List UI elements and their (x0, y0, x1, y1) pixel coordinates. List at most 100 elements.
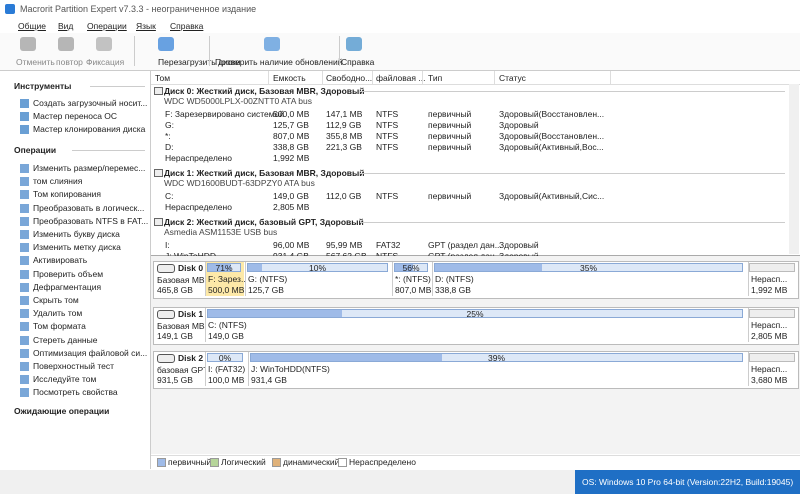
column-divider (610, 71, 611, 84)
usage-label: 0% (218, 353, 232, 363)
table-row[interactable] (151, 152, 788, 163)
sidebar-link[interactable]: Том копирования (33, 189, 101, 200)
sidebar-link[interactable]: Стереть данные (33, 334, 98, 345)
usage-bar (207, 263, 241, 272)
operation-icon (20, 322, 29, 332)
column-header[interactable]: Емкость (273, 73, 306, 83)
usage-bar (207, 353, 243, 362)
partition-label: J: WinToHDD(NTFS) (251, 364, 330, 374)
column-header[interactable]: файловая ... (376, 73, 426, 83)
toolbar-button[interactable]: Фиксация (86, 57, 125, 67)
sidebar-link[interactable]: Исследуйте том (33, 374, 97, 385)
disk-name: Disk 0 (178, 263, 204, 273)
toolbar-icon[interactable] (20, 37, 36, 51)
menu-item[interactable]: Справка (170, 21, 204, 31)
toolbar-icon[interactable] (58, 37, 74, 51)
scrollbar (789, 84, 799, 254)
sidebar-link[interactable]: том слияния (33, 176, 83, 187)
column-header[interactable]: Статус (499, 73, 526, 83)
column-header[interactable]: Свободно... (326, 73, 373, 83)
sidebar-link[interactable]: Удалить том (33, 308, 83, 319)
table-cell: Здоровый (499, 120, 539, 130)
status-text: OS: Windows 10 Pro 64-bit (Version:22H2,… (582, 477, 794, 487)
column-divider (372, 71, 373, 84)
table-cell: 221,3 GB (326, 142, 362, 152)
table-cell: 147,1 MB (326, 109, 363, 119)
table-cell: NTFS (376, 109, 399, 119)
legend-swatch (338, 458, 347, 467)
sidebar-link[interactable]: Дефрагментация (33, 281, 102, 292)
section-header: Операции (14, 145, 57, 155)
status-panel (575, 470, 800, 494)
operation-icon (20, 335, 29, 345)
app-icon (5, 4, 15, 14)
usage-bar (207, 309, 743, 318)
disk-card-icon (157, 354, 175, 363)
sidebar-link[interactable]: Преобразовать NTFS в FAT... (33, 215, 149, 226)
column-divider (268, 71, 269, 84)
table-cell: 1,992 MB (273, 153, 310, 163)
sidebar-link[interactable]: Посмотреть свойства (33, 387, 118, 398)
sidebar-link[interactable]: Изменить метку диска (33, 242, 121, 253)
sidebar-link[interactable]: Скрыть том (33, 295, 79, 305)
table-row[interactable] (151, 201, 788, 212)
usage-bar (250, 353, 743, 362)
table-cell: первичный (428, 142, 472, 152)
menu-item[interactable]: Вид (58, 21, 74, 31)
usage-label: 56% (402, 263, 420, 273)
column-header[interactable]: Том (155, 73, 171, 83)
sidebar-link[interactable]: Изменить размер/перемес... (33, 163, 146, 173)
sidebar-link[interactable]: Преобразовать в логическ... (33, 202, 145, 213)
table-cell: Здоровый (499, 240, 539, 250)
legend-label: Логический (221, 457, 266, 467)
menu-item[interactable]: Язык (136, 21, 156, 31)
toolbar-button[interactable]: Отменить (16, 57, 55, 67)
column-header[interactable]: Тип (428, 73, 443, 83)
menu-item[interactable]: Общие (18, 21, 46, 31)
operation-icon (20, 348, 29, 358)
sidebar-link[interactable]: Изменить букву диска (33, 229, 120, 239)
toolbar-button[interactable]: Перезагрузить диски (158, 57, 241, 67)
partition-size: 807,0 MB (395, 285, 432, 295)
menu-item[interactable]: Операции (87, 21, 127, 31)
toolbar-icon[interactable] (264, 37, 280, 51)
usage-bar (247, 263, 388, 272)
legend-label: динамический (283, 457, 340, 467)
toolbar-button[interactable]: повтор (56, 57, 83, 67)
operation-icon (20, 230, 29, 239)
section-rule (90, 86, 145, 87)
table-cell: 2,805 MB (273, 202, 310, 212)
section-header: Инструменты (14, 81, 72, 91)
legend-swatch (272, 458, 281, 467)
legend-label: первичный (168, 457, 212, 467)
toolbar-icon[interactable] (346, 37, 362, 51)
sidebar-link[interactable]: Оптимизация файловой си... (33, 347, 148, 358)
operation-icon (20, 190, 29, 200)
disk-rule (360, 91, 785, 92)
partition-label: D: (NTFS) (435, 274, 474, 284)
usage-bar (394, 263, 428, 272)
sidebar-link[interactable]: Проверить объем (33, 268, 104, 279)
sidebar-link[interactable]: Создать загрузочный носит... (33, 98, 148, 108)
disk-name: Disk 2 (178, 353, 204, 363)
usage-fill (395, 264, 413, 271)
toolbar (0, 33, 800, 71)
usage-label: 10% (308, 263, 326, 273)
sidebar-link[interactable]: Мастер клонирования диска (33, 124, 146, 134)
operation-icon (20, 282, 29, 292)
sidebar-link[interactable]: Поверхностный тест (33, 361, 115, 371)
disk-header: Диск 1: Жесткий диск, Базовая MBR, Здоро… (164, 168, 365, 178)
table-cell: C: (165, 191, 174, 201)
window-title: Macrorit Partition Expert v7.3.3 - неогр… (20, 4, 257, 14)
toolbar-icon[interactable] (96, 37, 112, 51)
toolbar-icon[interactable] (158, 37, 174, 51)
partition-label: *: (NTFS) (395, 274, 431, 284)
table-cell: Нераспределено (165, 153, 232, 163)
sidebar-link[interactable]: Активировать (33, 255, 88, 266)
toolbar-button[interactable]: Проверить наличие обновлений (215, 57, 343, 67)
unallocated-size: 2,805 MB (751, 331, 788, 341)
table-cell: 95,99 MB (326, 240, 363, 250)
toolbar-button[interactable]: Справка (341, 57, 375, 67)
sidebar-link[interactable]: Том формата (33, 321, 86, 332)
sidebar-link[interactable]: Мастер переноса ОС (33, 111, 118, 121)
